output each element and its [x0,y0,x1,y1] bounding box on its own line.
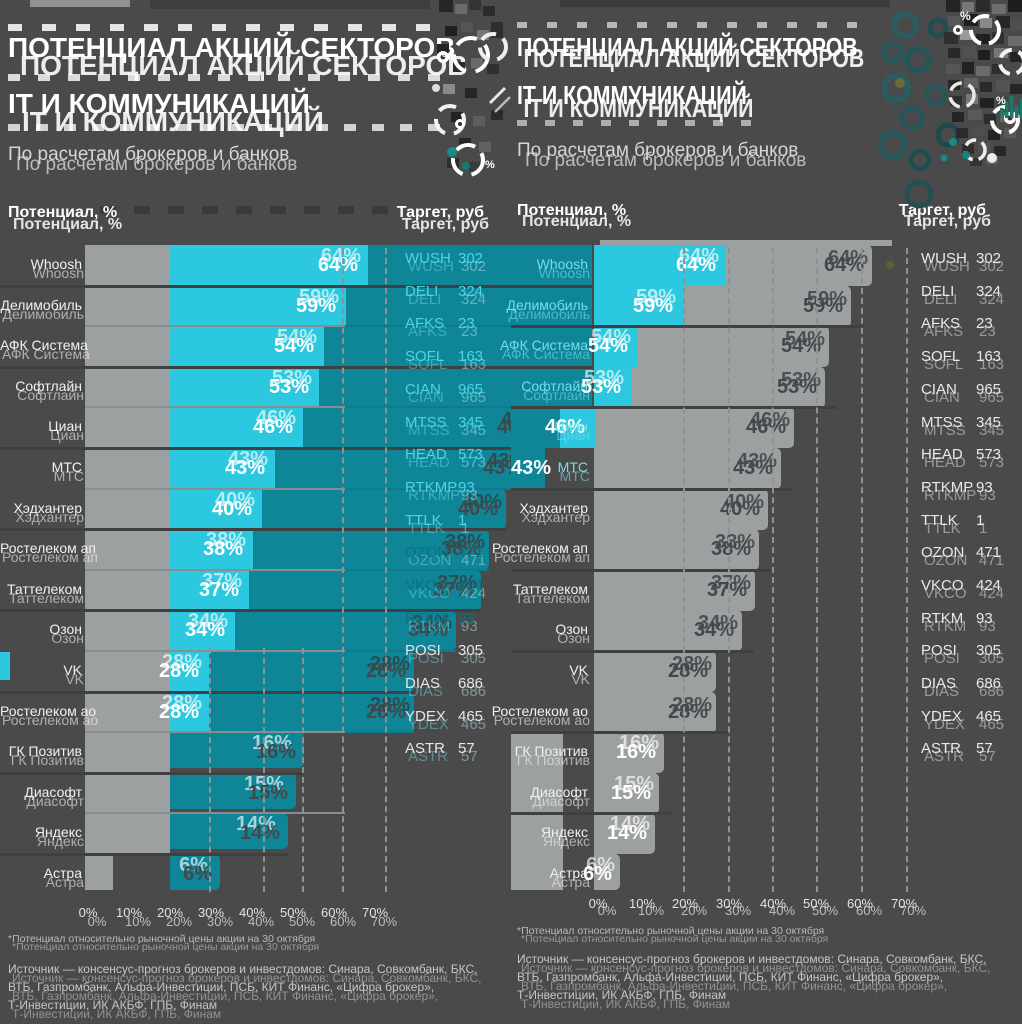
svg-text:%: % [996,95,1006,107]
svg-text:%: % [442,49,453,63]
svg-text:%: % [485,159,495,171]
svg-text:%: % [960,9,971,23]
